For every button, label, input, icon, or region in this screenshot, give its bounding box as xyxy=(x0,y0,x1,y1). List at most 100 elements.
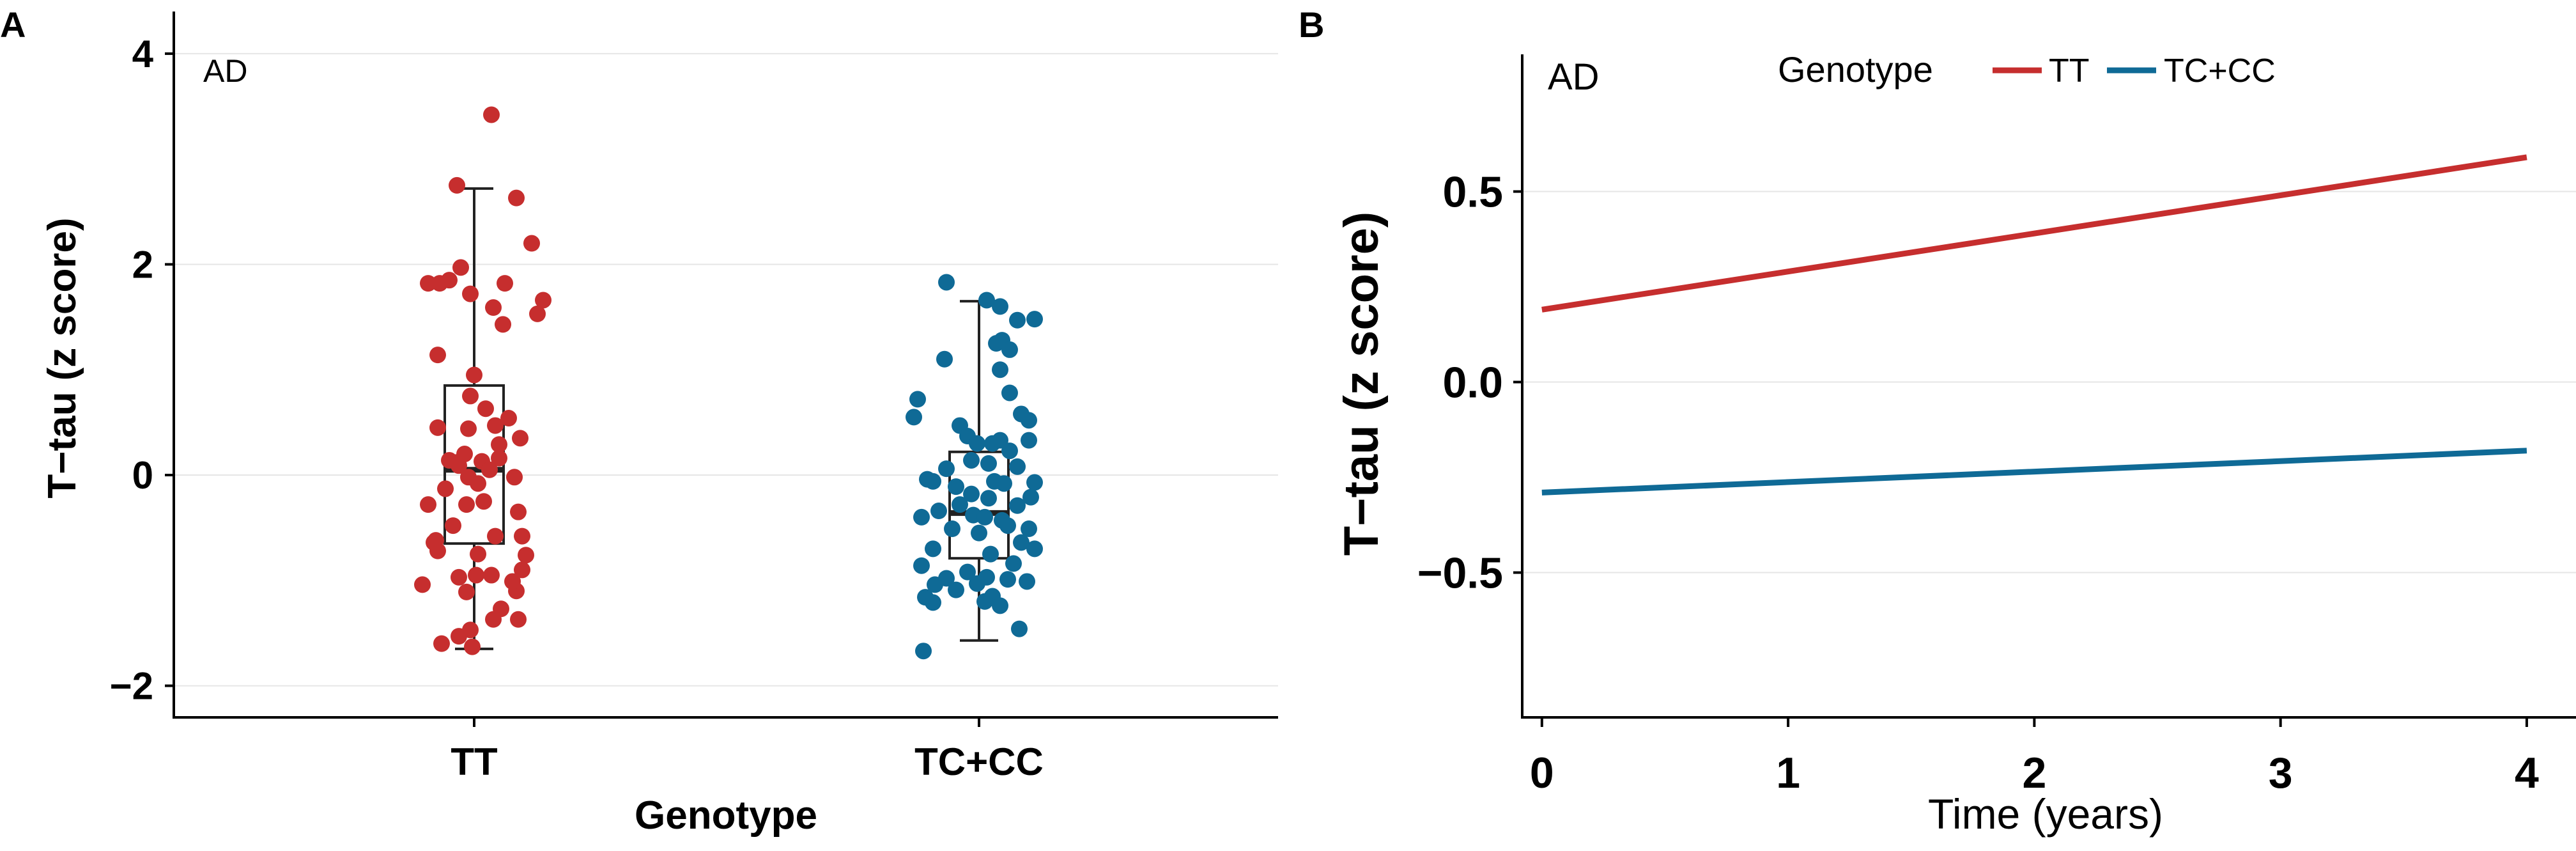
data-point xyxy=(462,387,479,405)
data-point xyxy=(437,480,454,497)
data-point xyxy=(475,493,492,510)
panel-a-y-axis-title: T−tau (z score) xyxy=(40,217,84,498)
panel-a-y-tick-label: 0 xyxy=(132,454,153,497)
data-point xyxy=(1009,311,1026,329)
data-point xyxy=(948,478,964,496)
data-point xyxy=(452,259,469,276)
panel-a-x-ticks: TT TC+CC xyxy=(451,717,1044,783)
data-point xyxy=(420,275,436,292)
data-point xyxy=(433,635,450,652)
data-point xyxy=(938,460,955,478)
data-point xyxy=(1026,311,1043,328)
legend-label-tt: TT xyxy=(2049,52,2090,90)
panel-b-x-axis-title: Time (years) xyxy=(1928,790,2163,838)
data-point xyxy=(426,534,442,551)
data-point xyxy=(1026,540,1043,558)
data-point xyxy=(1011,620,1028,637)
panel-b-legend: Genotype TT TC+CC xyxy=(1778,49,2276,90)
data-point xyxy=(483,106,500,123)
panel-a-tag: AD xyxy=(203,53,247,89)
data-point xyxy=(927,576,943,593)
panel-b-line-plot: B −0.5 0.0 0.5 0 1 2 3 4 AD T−tau (z score) Ti… xyxy=(1299,4,2576,838)
data-point xyxy=(999,517,1016,535)
panel-a-box-plot: A −2 0 2 4 TT TC+CC AD T−tau (z score) Genot… xyxy=(0,4,1278,838)
data-point xyxy=(500,410,517,427)
panel-a-x-tick-label: TT xyxy=(451,740,497,783)
data-point xyxy=(992,432,1008,449)
data-point xyxy=(458,583,475,600)
series-line-tt xyxy=(1541,154,2527,313)
data-point xyxy=(518,547,534,564)
data-point xyxy=(913,508,930,526)
data-point xyxy=(504,573,521,590)
data-point xyxy=(980,455,997,472)
data-point xyxy=(1005,555,1022,572)
data-point xyxy=(523,235,540,252)
data-point xyxy=(1001,442,1018,460)
data-point xyxy=(429,347,446,364)
data-point xyxy=(470,545,486,563)
data-point xyxy=(460,469,477,486)
panel-b-x-tick-label: 2 xyxy=(2022,749,2046,797)
data-point xyxy=(1019,573,1035,590)
data-point xyxy=(481,461,498,478)
data-point xyxy=(445,517,461,535)
data-point xyxy=(491,436,507,453)
data-point xyxy=(477,400,494,418)
data-point xyxy=(999,571,1016,588)
data-point xyxy=(510,503,527,520)
panel-b-x-ticks: 0 1 2 3 4 xyxy=(1530,717,2539,797)
data-point xyxy=(462,285,479,302)
data-point xyxy=(1021,412,1037,429)
data-point xyxy=(976,593,993,610)
data-point xyxy=(1022,488,1039,506)
data-point xyxy=(497,275,513,292)
data-point xyxy=(948,581,964,598)
data-point xyxy=(969,435,985,452)
data-point xyxy=(992,361,1008,379)
data-point xyxy=(969,575,985,592)
data-point xyxy=(458,496,475,513)
data-point xyxy=(464,638,481,655)
data-point xyxy=(451,568,467,586)
panel-b-y-tick-label: −0.5 xyxy=(1417,549,1503,598)
data-point xyxy=(431,275,448,292)
data-point xyxy=(980,490,997,507)
data-point xyxy=(1013,534,1030,551)
data-point xyxy=(1009,497,1026,514)
data-point xyxy=(514,561,530,579)
panel-a-letter: A xyxy=(0,4,26,45)
panel-a-x-axis-title: Genotype xyxy=(635,793,817,838)
data-point xyxy=(506,469,523,486)
data-point xyxy=(913,557,930,574)
data-point xyxy=(925,594,941,611)
panel-b-tag: AD xyxy=(1548,56,1600,98)
panel-b-y-tick-label: 0.5 xyxy=(1442,168,1503,217)
data-point xyxy=(992,298,1008,315)
data-point xyxy=(535,292,551,309)
data-point xyxy=(1009,458,1026,475)
data-point xyxy=(451,628,467,645)
panel-b-y-axis-title: T−tau (z score) xyxy=(1334,212,1389,556)
panel-a-y-tick-label: 2 xyxy=(132,243,153,286)
data-point xyxy=(976,508,993,526)
data-point xyxy=(466,366,482,384)
panel-a-boxes xyxy=(443,187,1010,650)
data-point xyxy=(468,566,484,584)
data-point xyxy=(1001,384,1018,402)
legend-title: Genotype xyxy=(1778,49,1933,90)
data-point xyxy=(996,475,1012,492)
panel-b-x-tick-label: 1 xyxy=(1776,749,1800,797)
data-point xyxy=(508,189,525,207)
data-point xyxy=(938,274,955,291)
legend-label-tc-cc: TC+CC xyxy=(2164,52,2276,90)
data-point xyxy=(485,611,502,628)
data-point xyxy=(451,457,467,474)
data-point xyxy=(512,430,528,447)
data-point xyxy=(971,524,987,542)
data-point xyxy=(915,643,932,660)
data-point xyxy=(510,611,527,628)
data-point xyxy=(483,566,500,584)
data-point xyxy=(414,576,431,593)
panel-b-lines xyxy=(1541,154,2527,496)
